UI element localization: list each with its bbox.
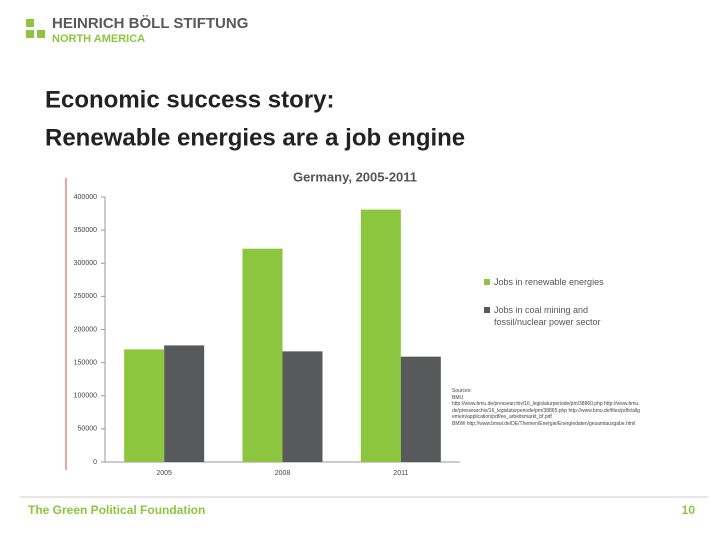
y-tick-label: 0: [93, 459, 97, 466]
legend-swatch: [484, 279, 490, 285]
x-tick-label: 2008: [275, 470, 291, 477]
legend-label: Jobs in renewable energies: [494, 277, 604, 287]
bar: [164, 345, 205, 462]
source-line: BMU: [452, 394, 464, 401]
y-tick-label: 400000: [74, 194, 97, 201]
org-region: NORTH AMERICA: [52, 33, 145, 45]
slide-title: Renewable energies are a job engine: [45, 124, 465, 151]
y-tick-label: 350000: [74, 227, 97, 234]
y-tick-label: 200000: [74, 326, 97, 333]
org-name: HEINRICH BÖLL STIFTUNG: [52, 15, 248, 32]
bar: [242, 248, 283, 462]
bar: [282, 351, 323, 462]
source-line: http://www.bmu.de/pressearchiv/16_legisl…: [452, 401, 640, 420]
logo-mark: [26, 19, 45, 38]
chart-title: Germany, 2005-2011: [293, 169, 417, 184]
legend-item: Jobs in coal mining and fossil/nuclear p…: [484, 304, 634, 328]
legend-item: Jobs in renewable energies: [484, 276, 634, 288]
y-tick-label: 300000: [74, 260, 97, 267]
legend-label: Jobs in coal mining and fossil/nuclear p…: [494, 305, 601, 327]
page-number: 10: [682, 503, 696, 517]
legend: Jobs in renewable energies Jobs in coal m…: [484, 276, 634, 344]
slide-title: Economic success story:: [45, 86, 334, 113]
bar: [124, 349, 165, 462]
source-line: BMWi http://www.bmwi.de/DE/Themen/Energi…: [452, 420, 636, 427]
source-line: Sources:: [452, 388, 472, 394]
bar: [360, 209, 401, 462]
sources: Sources: BMU http://www.bmu.de/pressearchi…: [452, 388, 642, 427]
bar: [400, 356, 441, 462]
legend-swatch: [484, 307, 490, 313]
footer-text: The Green Political Foundation: [28, 503, 205, 517]
y-tick-label: 100000: [74, 393, 97, 400]
y-tick-label: 50000: [78, 426, 98, 433]
y-tick-label: 150000: [74, 359, 97, 366]
x-tick-label: 2011: [393, 470, 408, 477]
y-tick-label: 250000: [74, 293, 97, 300]
x-tick-label: 2005: [156, 470, 172, 477]
